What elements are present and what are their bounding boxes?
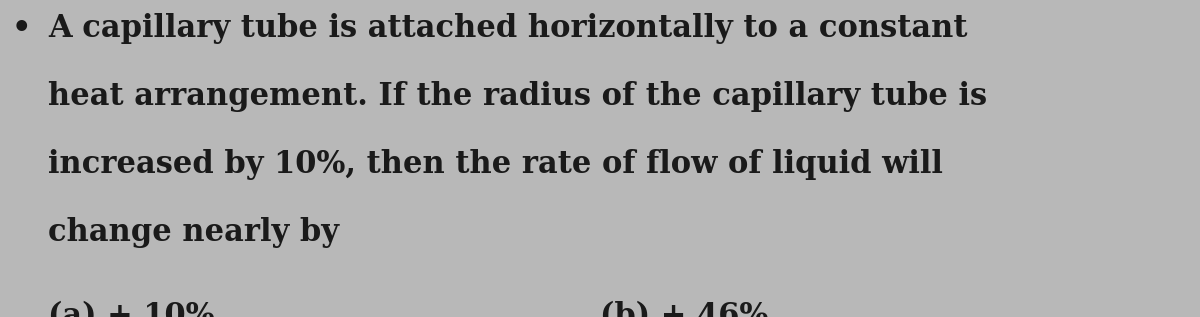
Text: (a) + 10%: (a) + 10% (48, 301, 215, 317)
Text: A capillary tube is attached horizontally to a constant: A capillary tube is attached horizontall… (48, 13, 967, 44)
Text: change nearly by: change nearly by (48, 217, 340, 248)
Text: heat arrangement. If the radius of the capillary tube is: heat arrangement. If the radius of the c… (48, 81, 988, 112)
Text: increased by 10%, then the rate of flow of liquid will: increased by 10%, then the rate of flow … (48, 149, 943, 180)
Text: (b) + 46%: (b) + 46% (600, 301, 768, 317)
Text: •: • (12, 13, 31, 44)
